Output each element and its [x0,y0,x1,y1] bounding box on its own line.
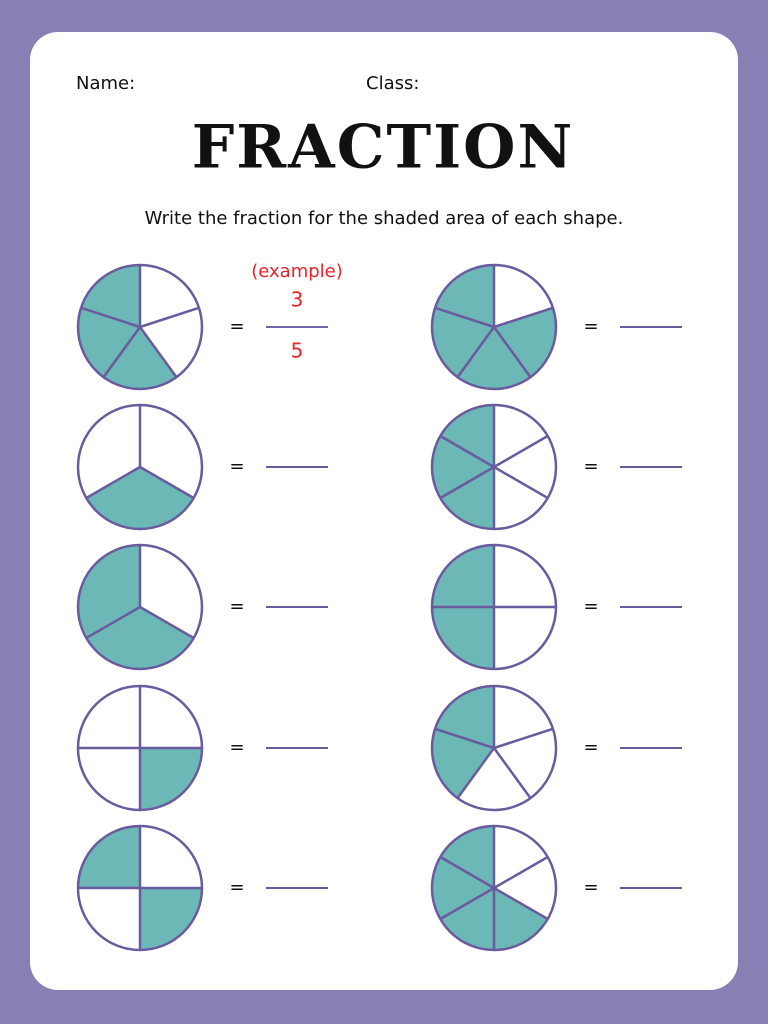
slice-divider [493,727,554,750]
slice-divider [439,855,495,890]
slice-divider [439,465,495,500]
shaded-slice [140,748,202,810]
equals-sign: = [229,737,244,758]
circle-outline [430,403,558,531]
shaded-slice [77,307,140,378]
shaded-slice [432,857,494,919]
instruction: Write the fraction for the shaded area o… [145,208,624,229]
title: FRACTION [192,113,575,183]
slice-divider [139,306,200,329]
shaded-slice [140,888,202,950]
slice-divider [493,434,549,469]
slice-divider [85,605,141,640]
circle-outline [430,263,558,391]
slice-divider [102,326,142,378]
circle-outline [430,543,558,671]
circle-outline [76,543,204,671]
shaded-slice [457,327,531,389]
equals-sign: = [229,316,244,337]
slice-divider [456,747,496,799]
circle-outline [430,824,558,952]
slice-divider [434,727,495,750]
class-label: Class: [366,73,419,94]
equals-sign: = [583,737,598,758]
slice-divider [493,306,554,329]
equals-sign: = [229,877,244,898]
slice-divider [85,465,141,500]
slice-divider [456,326,496,378]
circle-outline [76,403,204,531]
shaded-slice [431,728,494,799]
equals-sign: = [583,596,598,617]
shaded-slice [431,307,494,378]
slice-divider [492,747,532,799]
equals-sign: = [583,456,598,477]
slice-divider [139,605,195,640]
equals-sign: = [229,456,244,477]
shaded-slice [494,307,557,378]
slice-divider [493,886,549,921]
slice-divider [434,306,495,329]
equals-sign: = [229,596,244,617]
example-denominator: 5 [291,339,304,363]
example-label: (example) [251,261,343,282]
slice-divider [439,886,495,921]
circle-outline [76,824,204,952]
circle-outline [76,263,204,391]
example-numerator: 3 [291,288,304,312]
equals-sign: = [583,316,598,337]
card [30,32,738,990]
name-label: Name: [76,73,135,94]
slice-divider [138,326,178,378]
equals-sign: = [583,877,598,898]
slice-divider [493,465,549,500]
shaded-slice [432,436,494,498]
slice-divider [139,465,195,500]
shaded-slice [432,607,494,669]
shapes: = = = = = = = = = = [76,263,682,952]
slice-divider [492,326,532,378]
circle-outline [430,684,558,812]
slice-divider [493,855,549,890]
shaded-slice [78,826,140,888]
slice-divider [80,306,141,329]
shaded-slice [432,545,494,607]
circle-outline [76,684,204,812]
slice-divider [439,434,495,469]
shaded-slice [103,327,177,389]
